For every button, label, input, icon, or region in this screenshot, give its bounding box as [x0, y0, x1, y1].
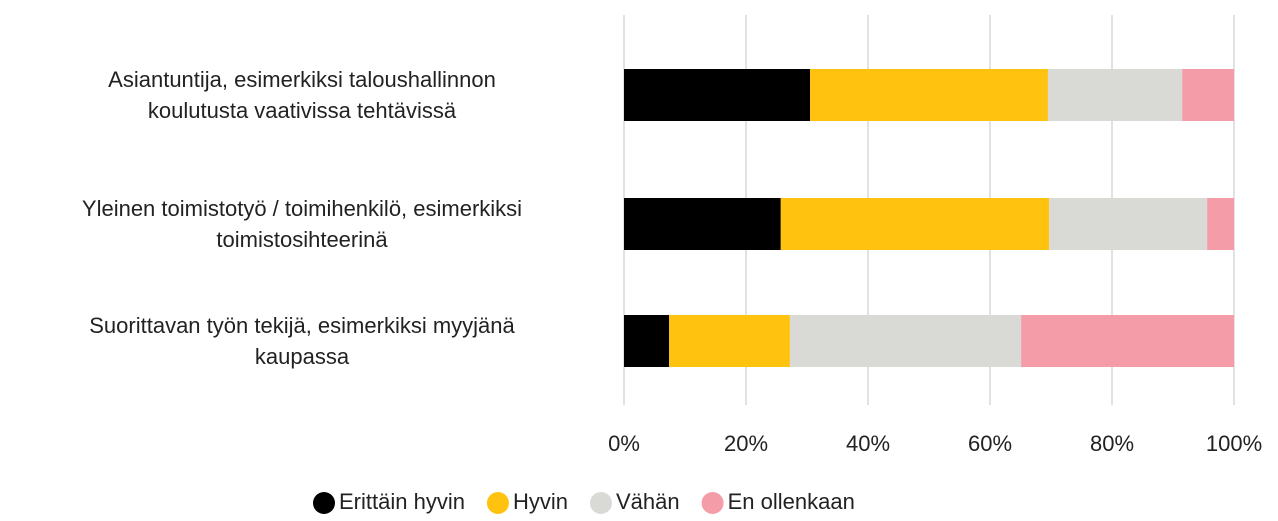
bar-segment: [810, 69, 1048, 121]
x-tick-label: 100%: [1206, 431, 1262, 456]
legend-marker: [589, 492, 612, 514]
legend-label: En ollenkaan: [728, 489, 855, 514]
bar-segment: [1021, 315, 1234, 367]
x-tick-label: 0%: [608, 431, 640, 456]
bar-segment: [624, 315, 670, 367]
category-label: Suorittavan työn tekijä, esimerkiksi myy…: [89, 313, 515, 369]
legend-marker: [701, 492, 724, 514]
bar-segment: [789, 315, 1022, 367]
category-label: Yleinen toimistotyö / toimihenkilö, esim…: [81, 196, 523, 252]
x-tick-label: 60%: [968, 431, 1012, 456]
bar-segment: [1047, 69, 1183, 121]
bar-segment: [624, 69, 811, 121]
legend-label: Erittäin hyvin: [339, 489, 465, 514]
x-tick-label: 80%: [1090, 431, 1134, 456]
bar-segment: [669, 315, 790, 367]
bar-segment: [1182, 69, 1234, 121]
bar-segment: [624, 198, 781, 250]
bar-segment: [780, 198, 1050, 250]
legend-label: Hyvin: [513, 489, 568, 514]
category-label: Asiantuntija, esimerkiksi taloushallinno…: [108, 67, 496, 123]
legend-marker: [486, 492, 509, 514]
bar-segment: [1207, 198, 1234, 250]
x-tick-label: 40%: [846, 431, 890, 456]
x-tick-label: 20%: [724, 431, 768, 456]
legend-marker: [313, 492, 335, 514]
bar-segment: [1049, 198, 1208, 250]
legend-label: Vähän: [616, 489, 680, 514]
